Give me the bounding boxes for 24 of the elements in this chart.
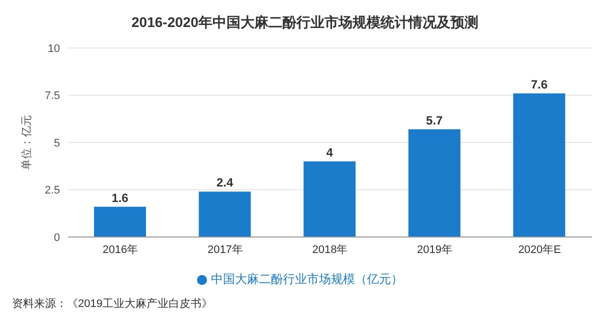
bar xyxy=(513,93,566,237)
y-tick-label: 2.5 xyxy=(44,184,60,197)
x-tick-label: 2016年 xyxy=(102,244,138,256)
chart-title: 2016-2020年中国大麻二酚行业市场规模统计情况及预测 xyxy=(130,13,480,32)
text: 资料来源：《2019工业大麻产业白皮书》 xyxy=(12,298,212,310)
bar xyxy=(304,161,356,237)
y-tick-label: 5 xyxy=(54,137,60,150)
y-tick-label: 0 xyxy=(54,232,60,244)
data-label: 1.6 xyxy=(112,190,129,205)
y-tick-label: 10 xyxy=(48,42,60,55)
bar xyxy=(198,192,251,237)
y-tick-label: 7.5 xyxy=(44,90,60,102)
data-label: 7.6 xyxy=(530,77,548,92)
x-tick-label: 2019年 xyxy=(417,244,453,256)
x-tick-label: 2020年E xyxy=(518,244,562,256)
legend-label: 中国大麻二酚行业市场规模（亿元） xyxy=(211,272,403,286)
data-label: 2.4 xyxy=(216,176,234,190)
bar xyxy=(408,129,460,237)
data-label: 4 xyxy=(326,145,334,160)
y-axis-title: 单位：亿元 xyxy=(20,115,33,170)
data-label: 5.7 xyxy=(426,113,444,128)
x-tick-label: 2017年 xyxy=(207,244,243,256)
bar xyxy=(94,206,146,237)
x-tick-label: 2018年 xyxy=(312,244,348,256)
